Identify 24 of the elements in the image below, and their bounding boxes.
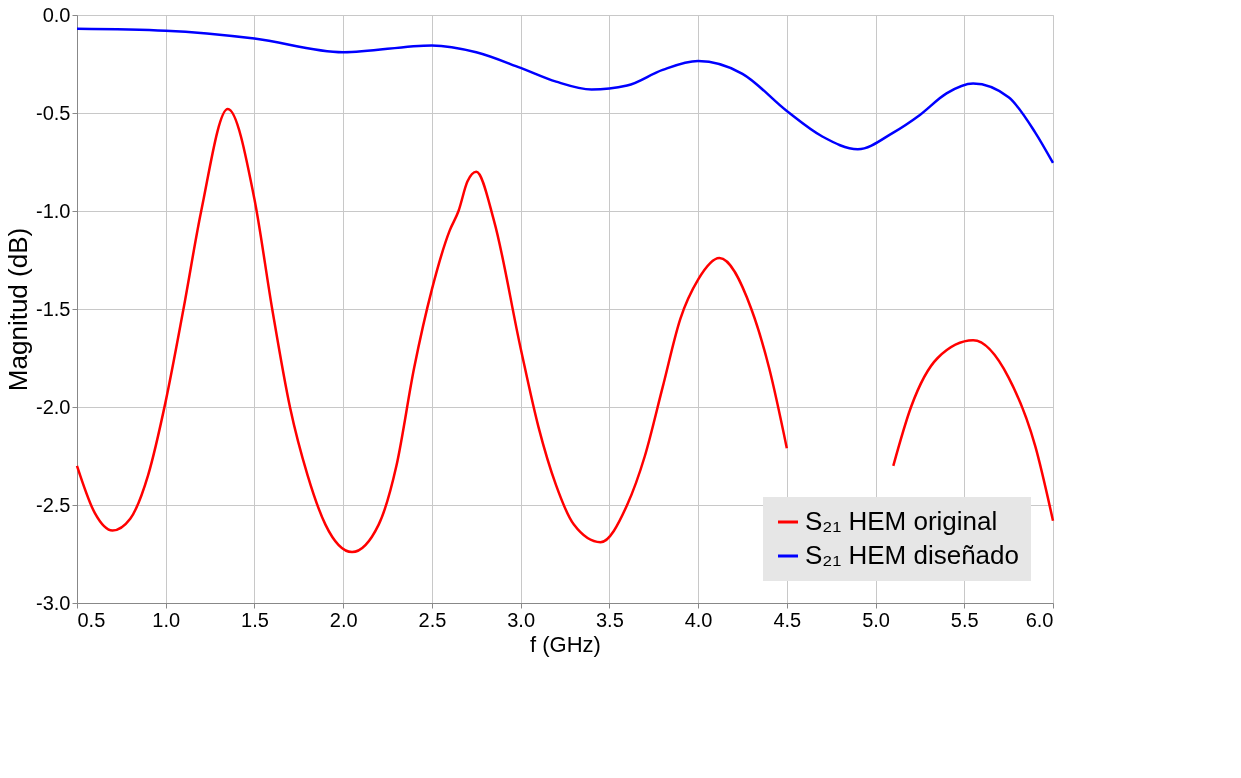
x-tick-label: 1.0 [152,608,181,631]
x-tick-label: 2.5 [418,608,447,631]
y-tick-label: -2.0 [36,395,71,418]
y-tick-label: -1.0 [36,199,71,222]
x-axis-title: f (GHz) [530,631,601,657]
x-tick-label: 5.0 [862,608,890,631]
y-axis-title: Magnitud (dB) [3,227,34,392]
x-tick-label: 0.5 [77,608,106,631]
x-tick-label: 3.5 [595,608,624,631]
y-tick-label: -2.5 [36,493,71,516]
x-tick-label: 3.0 [507,608,536,631]
legend-label: S₂₁ HEM original [805,506,998,536]
x-tick-label: 4.5 [773,608,802,631]
x-tick-label: 1.5 [241,608,269,631]
legend-label: S₂₁ HEM diseñado [805,540,1019,570]
x-tick-label: 5.5 [950,608,979,631]
y-tick-label: -1.5 [36,297,71,320]
x-tick-label: 4.0 [684,608,713,631]
y-tick-label: -3.0 [36,591,71,614]
y-tick-label: 0.0 [42,3,71,26]
x-tick-label: 2.0 [329,608,358,631]
y-tick-label: -0.5 [36,101,71,124]
line-series [75,27,1055,165]
x-tick-label: 6.0 [1025,608,1054,631]
